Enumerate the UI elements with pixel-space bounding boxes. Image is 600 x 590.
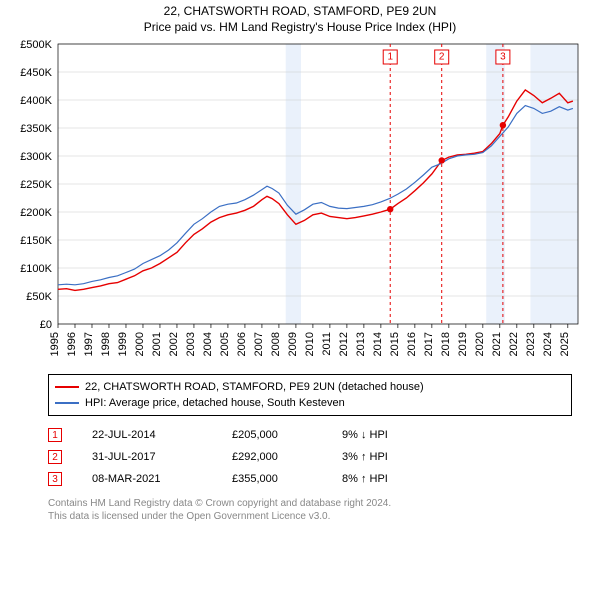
x-tick-label: 2013 xyxy=(355,332,367,356)
event-marker-point xyxy=(500,122,506,128)
x-tick-label: 2003 xyxy=(185,332,197,356)
x-tick-label: 1998 xyxy=(100,332,112,356)
legend: 22, CHATSWORTH ROAD, STAMFORD, PE9 2UN (… xyxy=(48,374,572,416)
event-number-badge: 2 xyxy=(48,450,62,464)
line-chart: £0 £50K £100K £150K £200K £250K £300K £350K £400… xyxy=(10,38,590,368)
x-tick-label: 1999 xyxy=(117,332,129,356)
y-tick-label: £200K xyxy=(20,207,52,219)
event-number-badge: 3 xyxy=(48,472,62,486)
y-tick-label: £250K xyxy=(20,179,52,191)
events-table: 1 22-JUL-2014 £205,000 9% ↓ HPI 2 31-JUL-2017… xyxy=(48,424,572,490)
page-root: 22, CHATSWORTH ROAD, STAMFORD, PE9 2UN P… xyxy=(0,0,600,590)
y-tick-label: £450K xyxy=(20,67,52,79)
event-hpi-diff: 8% ↑ HPI xyxy=(342,473,432,485)
x-tick-label: 2001 xyxy=(151,332,163,356)
event-marker-number: 2 xyxy=(439,52,445,63)
x-tick-label: 2005 xyxy=(219,332,231,356)
x-tick-label: 2017 xyxy=(423,332,435,356)
y-tick-label: £100K xyxy=(20,263,52,275)
x-tick-label: 2021 xyxy=(491,332,503,356)
x-tick-label: 2006 xyxy=(236,332,248,356)
legend-label: HPI: Average price, detached house, Sout… xyxy=(85,397,345,409)
event-price: £292,000 xyxy=(232,451,312,463)
legend-item: 22, CHATSWORTH ROAD, STAMFORD, PE9 2UN (… xyxy=(55,379,565,395)
x-tick-label: 2024 xyxy=(542,332,554,356)
event-row: 1 22-JUL-2014 £205,000 9% ↓ HPI xyxy=(48,424,572,446)
event-hpi-diff: 3% ↑ HPI xyxy=(342,451,432,463)
y-tick-label: £50K xyxy=(26,291,52,303)
x-tick-label: 2018 xyxy=(440,332,452,356)
x-tick-label: 2025 xyxy=(559,332,571,356)
x-tick-label: 2000 xyxy=(134,332,146,356)
x-tick-label: 2002 xyxy=(168,332,180,356)
x-tick-label: 1995 xyxy=(49,332,61,356)
legend-item: HPI: Average price, detached house, Sout… xyxy=(55,395,565,411)
y-tick-label: £0 xyxy=(40,319,52,331)
x-tick-label: 2019 xyxy=(457,332,469,356)
x-tick-label: 2010 xyxy=(304,332,316,356)
event-hpi-diff: 9% ↓ HPI xyxy=(342,429,432,441)
y-tick-label: £300K xyxy=(20,151,52,163)
legend-swatch xyxy=(55,402,79,404)
x-tick-label: 2012 xyxy=(338,332,350,356)
event-date: 08-MAR-2021 xyxy=(92,473,202,485)
event-marker-point xyxy=(387,206,393,212)
y-tick-label: £350K xyxy=(20,123,52,135)
x-tick-label: 2020 xyxy=(474,332,486,356)
x-tick-label: 2011 xyxy=(321,332,333,356)
event-row: 3 08-MAR-2021 £355,000 8% ↑ HPI xyxy=(48,468,572,490)
y-tick-label: £150K xyxy=(20,235,52,247)
x-tick-label: 2022 xyxy=(508,332,520,356)
event-price: £205,000 xyxy=(232,429,312,441)
x-tick-label: 2008 xyxy=(270,332,282,356)
event-marker-number: 3 xyxy=(500,52,506,63)
event-number-badge: 1 xyxy=(48,428,62,442)
legend-label: 22, CHATSWORTH ROAD, STAMFORD, PE9 2UN (… xyxy=(85,381,424,393)
x-tick-label: 1996 xyxy=(66,332,78,356)
page-title: 22, CHATSWORTH ROAD, STAMFORD, PE9 2UN xyxy=(0,0,600,18)
x-tick-label: 2016 xyxy=(406,332,418,356)
event-price: £355,000 xyxy=(232,473,312,485)
footer-line-2: This data is licensed under the Open Gov… xyxy=(48,511,572,524)
y-tick-label: £500K xyxy=(20,39,52,51)
x-tick-label: 1997 xyxy=(83,332,95,356)
y-tick-label: £400K xyxy=(20,95,52,107)
event-marker-number: 1 xyxy=(387,52,393,63)
event-marker-point xyxy=(439,157,445,163)
footer-line-1: Contains HM Land Registry data © Crown c… xyxy=(48,498,572,511)
footer-attribution: Contains HM Land Registry data © Crown c… xyxy=(48,498,572,523)
x-tick-label: 2015 xyxy=(389,332,401,356)
x-tick-label: 2014 xyxy=(372,332,384,356)
x-tick-label: 2023 xyxy=(525,332,537,356)
event-row: 2 31-JUL-2017 £292,000 3% ↑ HPI xyxy=(48,446,572,468)
x-tick-label: 2007 xyxy=(253,332,265,356)
page-subtitle: Price paid vs. HM Land Registry's House … xyxy=(0,18,600,38)
legend-swatch xyxy=(55,386,79,388)
event-date: 22-JUL-2014 xyxy=(92,429,202,441)
event-date: 31-JUL-2017 xyxy=(92,451,202,463)
chart-area: £0 £50K £100K £150K £200K £250K £300K £350K £400… xyxy=(10,38,590,368)
x-tick-label: 2004 xyxy=(202,332,214,356)
x-tick-label: 2009 xyxy=(287,332,299,356)
